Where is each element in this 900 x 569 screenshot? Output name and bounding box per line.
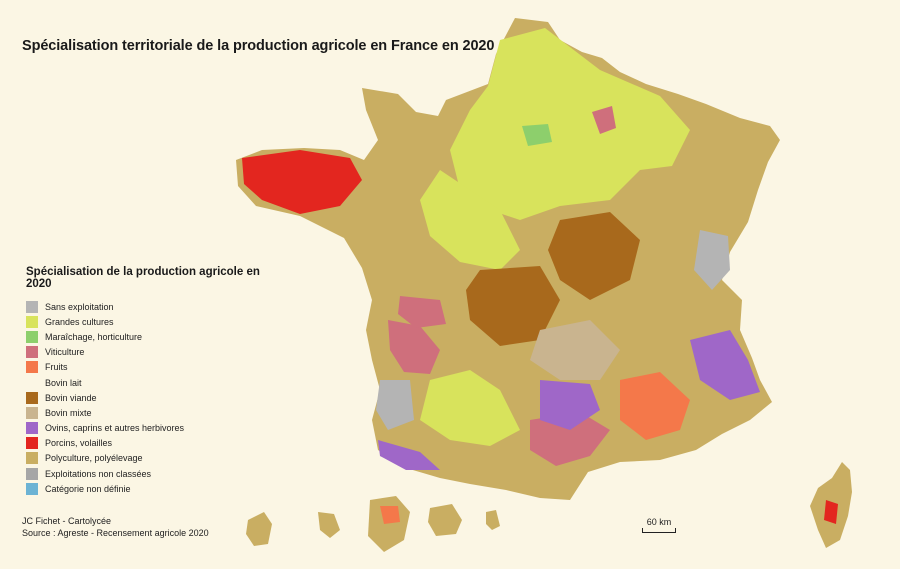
zone-viticulture-cognac: [398, 296, 446, 328]
zone-maraichage: [522, 124, 552, 146]
guadeloupe: [246, 512, 272, 546]
zone-ovins-alpes: [690, 330, 760, 400]
legend-item: Fruits: [26, 360, 286, 375]
legend-item: Viticulture: [26, 345, 286, 360]
legend-label: Sans exploitation: [45, 301, 114, 312]
zone-bovin-viande-centre: [548, 212, 640, 300]
legend-item: Porcins, volailles: [26, 436, 286, 451]
legend-label: Fruits: [45, 362, 68, 373]
legend-item: Grandes cultures: [26, 314, 286, 329]
scale-label: 60 km: [646, 517, 672, 527]
legend-label: Maraîchage, horticulture: [45, 331, 143, 342]
legend-label: Ovins, caprins et autres herbivores: [45, 423, 185, 434]
map-title: Spécialisation territoriale de la produc…: [22, 38, 495, 54]
credits-source: Source : Agreste - Recensement agricole …: [22, 528, 209, 538]
legend-item: Sans exploitation: [26, 299, 286, 314]
legend-swatch: [26, 452, 38, 465]
credits-author: JC Fichet - Cartolycée: [22, 516, 112, 526]
legend-label: Polyculture, polyélevage: [45, 453, 143, 464]
legend-swatch: [26, 467, 38, 480]
guyane-fruits: [380, 506, 400, 524]
legend-label: Exploitations non classées: [45, 468, 152, 479]
legend-swatch: [26, 437, 38, 450]
credits: JC Fichet - Cartolycée Source : Agreste …: [22, 515, 209, 539]
legend-item: Bovin mixte: [26, 405, 286, 420]
zone-porcins-bretagne: [242, 150, 362, 214]
legend-label: Catégorie non définie: [45, 483, 131, 494]
corsica-porcins: [824, 500, 838, 524]
legend-item: Catégorie non définie: [26, 481, 286, 496]
legend-swatch: [26, 330, 38, 343]
legend-swatch: [26, 361, 38, 374]
martinique: [318, 512, 340, 538]
legend-swatch: [26, 391, 38, 404]
legend-item: Bovin lait: [26, 375, 286, 390]
guyane: [368, 496, 410, 552]
legend-label: Viticulture: [45, 347, 85, 358]
legend-item: Exploitations non classées: [26, 466, 286, 481]
mayotte: [486, 510, 500, 530]
legend-label: Porcins, volailles: [45, 438, 113, 449]
scale-bar: 60 km: [642, 517, 676, 533]
zone-viticulture-languedoc: [530, 412, 610, 466]
zone-viticulture-champagne: [592, 106, 616, 134]
zone-grandes-cultures: [450, 28, 690, 220]
legend-swatch: [26, 346, 38, 359]
legend-swatch: [26, 315, 38, 328]
zone-fruits-rhone: [620, 372, 690, 440]
zone-bovin-mixte: [530, 320, 620, 380]
la-reunion: [428, 504, 462, 536]
legend-swatch: [26, 406, 38, 419]
scale-bar-graphic: [642, 528, 676, 533]
legend-item: Polyculture, polyélevage: [26, 451, 286, 466]
zone-ovins-pyrenees: [378, 440, 440, 470]
zone-grandes-cultures-southwest: [420, 370, 520, 446]
legend-swatch: [26, 377, 38, 389]
legend-label: Bovin lait: [45, 377, 82, 388]
legend-swatch: [26, 422, 38, 435]
legend-swatch: [26, 300, 38, 313]
zone-sans-exploitation-alpes: [694, 230, 730, 290]
legend-item: Ovins, caprins et autres herbivores: [26, 421, 286, 436]
legend-items: Sans exploitation Grandes cultures Maraîch…: [26, 299, 286, 496]
zone-bovin-viande-limousin: [466, 266, 560, 346]
zone-viticulture-bordeaux: [388, 320, 440, 374]
legend-label: Bovin mixte: [45, 407, 92, 418]
zone-sans-exploitation-landes: [376, 380, 414, 430]
zone-grandes-cultures-west: [420, 170, 520, 270]
legend-item: Bovin viande: [26, 390, 286, 405]
legend-label: Grandes cultures: [45, 316, 114, 327]
zone-ovins-causses: [540, 380, 600, 430]
legend-label: Bovin viande: [45, 392, 97, 403]
legend-item: Maraîchage, horticulture: [26, 329, 286, 344]
legend-swatch: [26, 482, 38, 495]
legend-title: Spécialisation de la production agricole…: [26, 266, 260, 290]
legend: Spécialisation de la production agricole…: [26, 266, 286, 496]
